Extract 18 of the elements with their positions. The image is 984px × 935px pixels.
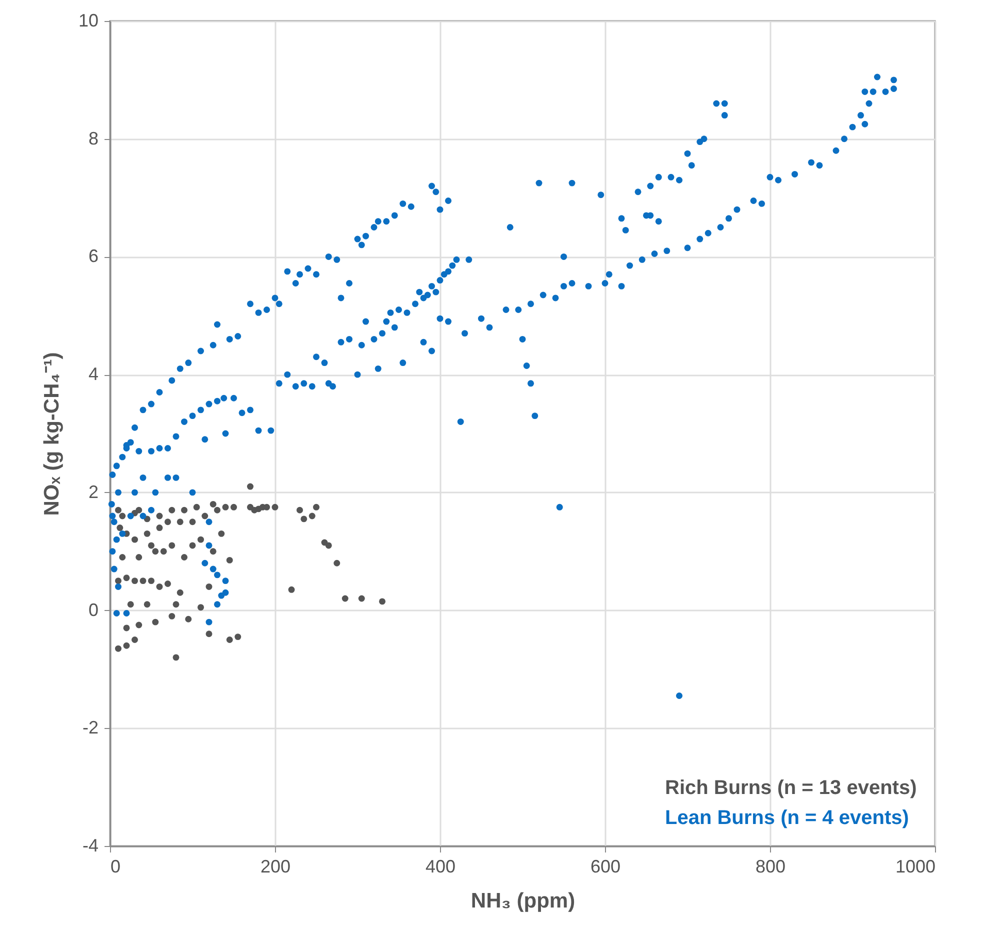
y-tick-label: 10 [78,10,98,30]
x-tick-label: 600 [590,856,621,876]
y-tick-label: 6 [88,246,98,266]
y-tick-label: -4 [82,836,98,856]
text: Lean Burns (n = 4 events) [665,807,909,829]
text: Rich Burns (n = 13 events) [665,777,917,799]
x-tick-label: 800 [755,856,786,876]
y-tick-label: 0 [88,600,98,620]
x-axis-title: NH₃ (ppm) [470,890,576,912]
y-tick-label: 2 [88,482,98,502]
y-tick-label: -2 [82,718,98,738]
x-tick-label: 1000 [895,856,936,876]
x-tick-label: 400 [425,856,456,876]
y-tick-label: 8 [88,128,98,148]
x-tick-label: 0 [110,856,121,876]
y-tick-label: 4 [88,364,98,384]
x-tick-label: 200 [260,856,291,876]
y-axis-title: NOₓ (g kg-CH₄⁻¹) [40,352,64,516]
